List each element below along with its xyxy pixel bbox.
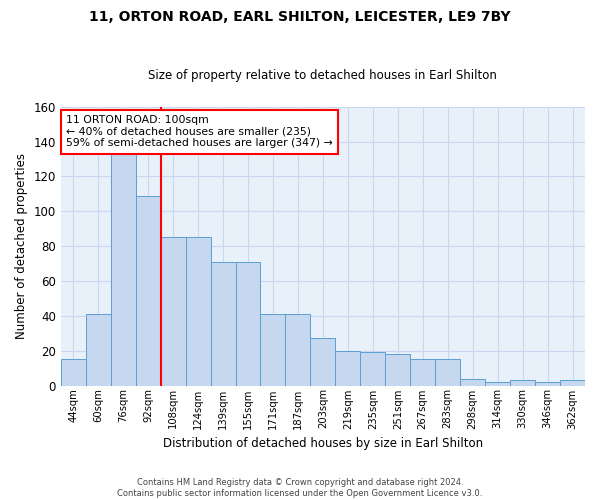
Bar <box>460 378 485 386</box>
Text: Contains HM Land Registry data © Crown copyright and database right 2024.
Contai: Contains HM Land Registry data © Crown c… <box>118 478 482 498</box>
Title: Size of property relative to detached houses in Earl Shilton: Size of property relative to detached ho… <box>148 69 497 82</box>
Bar <box>335 350 361 386</box>
X-axis label: Distribution of detached houses by size in Earl Shilton: Distribution of detached houses by size … <box>163 437 483 450</box>
Bar <box>510 380 535 386</box>
Bar <box>535 382 560 386</box>
Bar <box>410 360 435 386</box>
Bar <box>361 352 385 386</box>
Bar <box>185 238 211 386</box>
Bar <box>86 314 111 386</box>
Bar <box>310 338 335 386</box>
Bar <box>435 360 460 386</box>
Bar <box>385 354 410 386</box>
Bar <box>211 262 236 386</box>
Text: 11, ORTON ROAD, EARL SHILTON, LEICESTER, LE9 7BY: 11, ORTON ROAD, EARL SHILTON, LEICESTER,… <box>89 10 511 24</box>
Bar <box>560 380 585 386</box>
Bar <box>61 360 86 386</box>
Text: 11 ORTON ROAD: 100sqm
← 40% of detached houses are smaller (235)
59% of semi-det: 11 ORTON ROAD: 100sqm ← 40% of detached … <box>66 115 333 148</box>
Bar <box>161 238 185 386</box>
Bar <box>286 314 310 386</box>
Bar <box>260 314 286 386</box>
Bar <box>111 154 136 386</box>
Y-axis label: Number of detached properties: Number of detached properties <box>15 153 28 339</box>
Bar <box>485 382 510 386</box>
Bar <box>136 196 161 386</box>
Bar <box>236 262 260 386</box>
